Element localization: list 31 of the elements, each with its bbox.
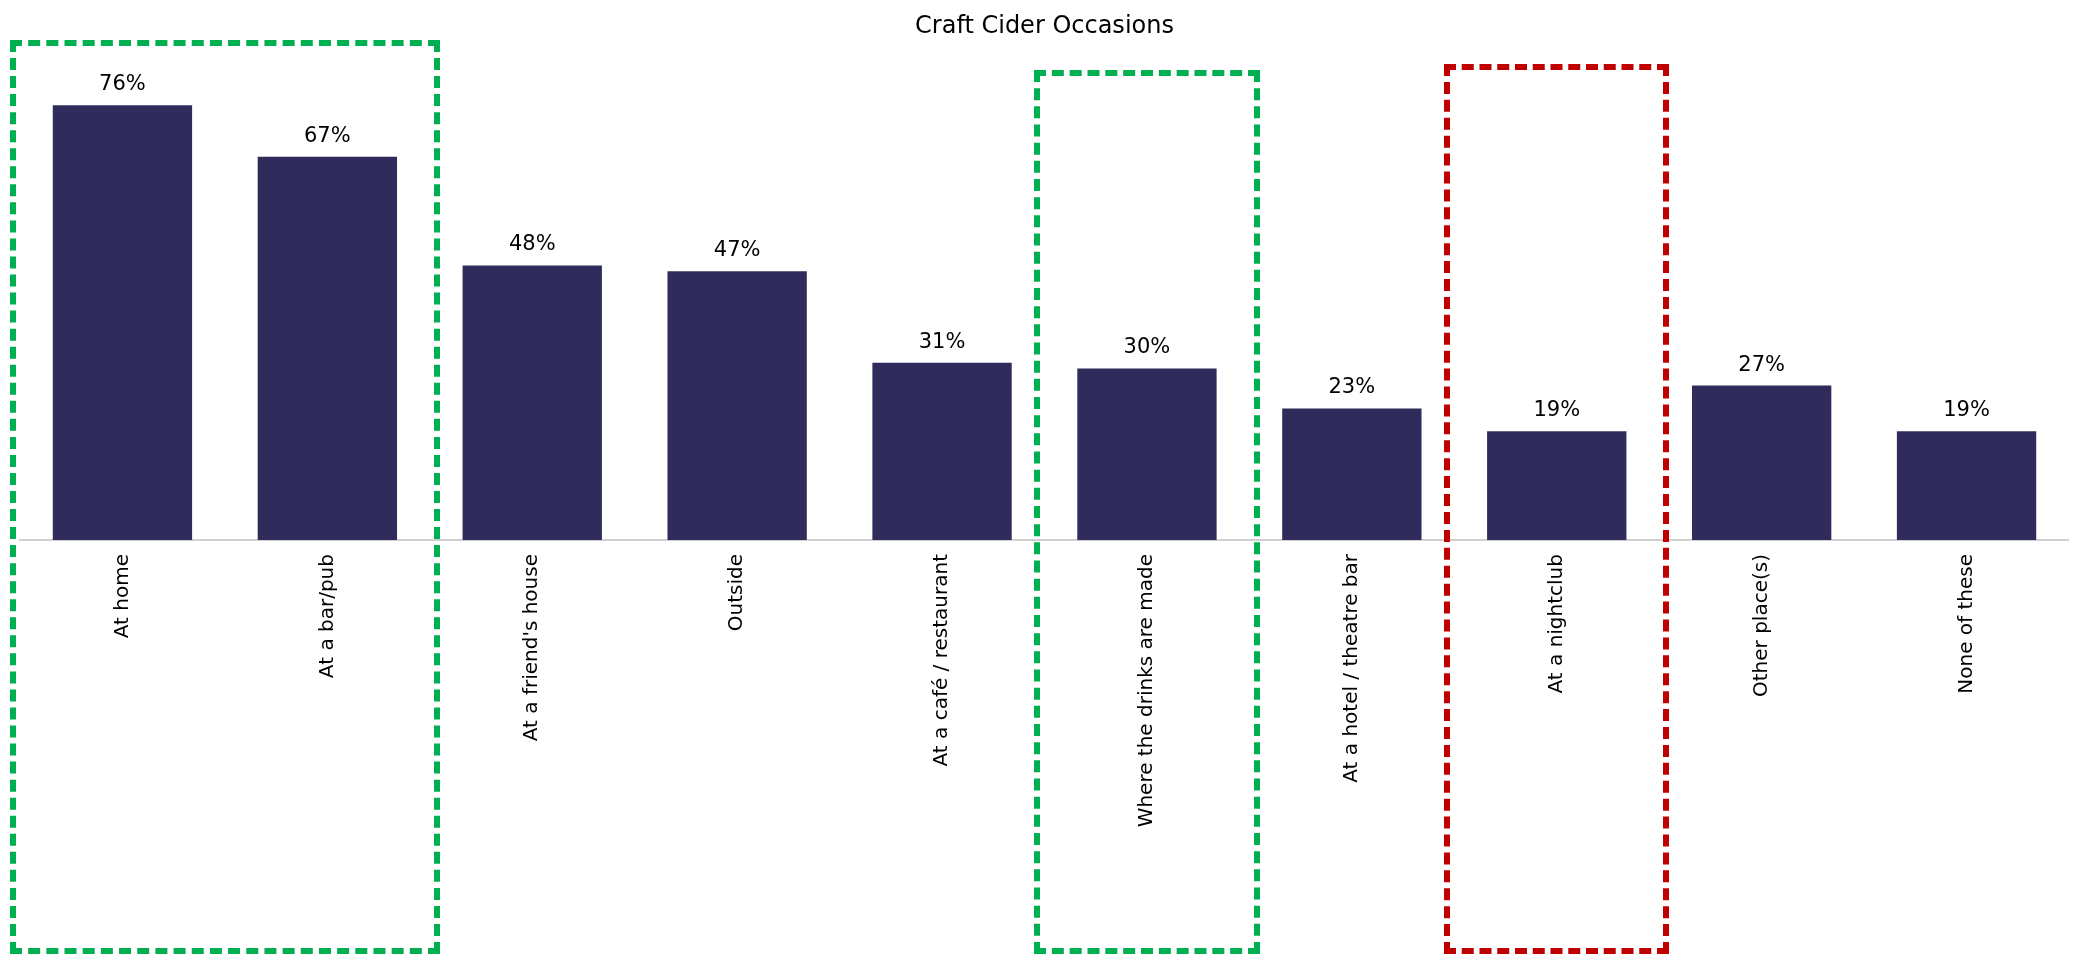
data-label: 31% — [918, 328, 966, 353]
data-label: 67% — [304, 122, 351, 147]
data-label: 76% — [99, 71, 146, 96]
bar — [1691, 385, 1832, 540]
data-label: 27% — [1738, 351, 1785, 376]
data-label: 19% — [1943, 397, 1990, 422]
data-label: 48% — [508, 231, 556, 256]
bar — [52, 105, 193, 540]
bar — [1896, 431, 2037, 540]
data-label: 47% — [713, 237, 761, 262]
x-tick-label: At a hotel / theatre bar — [1338, 553, 1363, 783]
bar — [872, 362, 1012, 540]
x-tick-label: None of these — [1952, 554, 1977, 694]
data-label: 30% — [1123, 334, 1171, 359]
data-label: 19% — [1533, 397, 1581, 422]
chart-title: Craft Cider Occasions — [915, 10, 1174, 39]
x-tick-label: At a café / restaurant — [928, 553, 953, 767]
bar — [1487, 431, 1627, 540]
bar — [257, 156, 398, 540]
data-label: 23% — [1328, 374, 1376, 399]
x-tick-label: At a bar/pub — [313, 554, 338, 679]
x-tick-label: Where the drinks are made — [1133, 554, 1158, 828]
x-tick-label: At a nightclub — [1542, 554, 1567, 694]
x-tick-label: Outside — [723, 554, 748, 632]
bar — [1282, 408, 1422, 540]
x-tick-label: At home — [108, 554, 133, 639]
x-tick-label: At a friend's house — [518, 554, 543, 742]
bar — [1077, 368, 1217, 540]
bar — [462, 265, 602, 540]
x-tick-label: Other place(s) — [1747, 554, 1772, 697]
bar — [667, 271, 807, 540]
